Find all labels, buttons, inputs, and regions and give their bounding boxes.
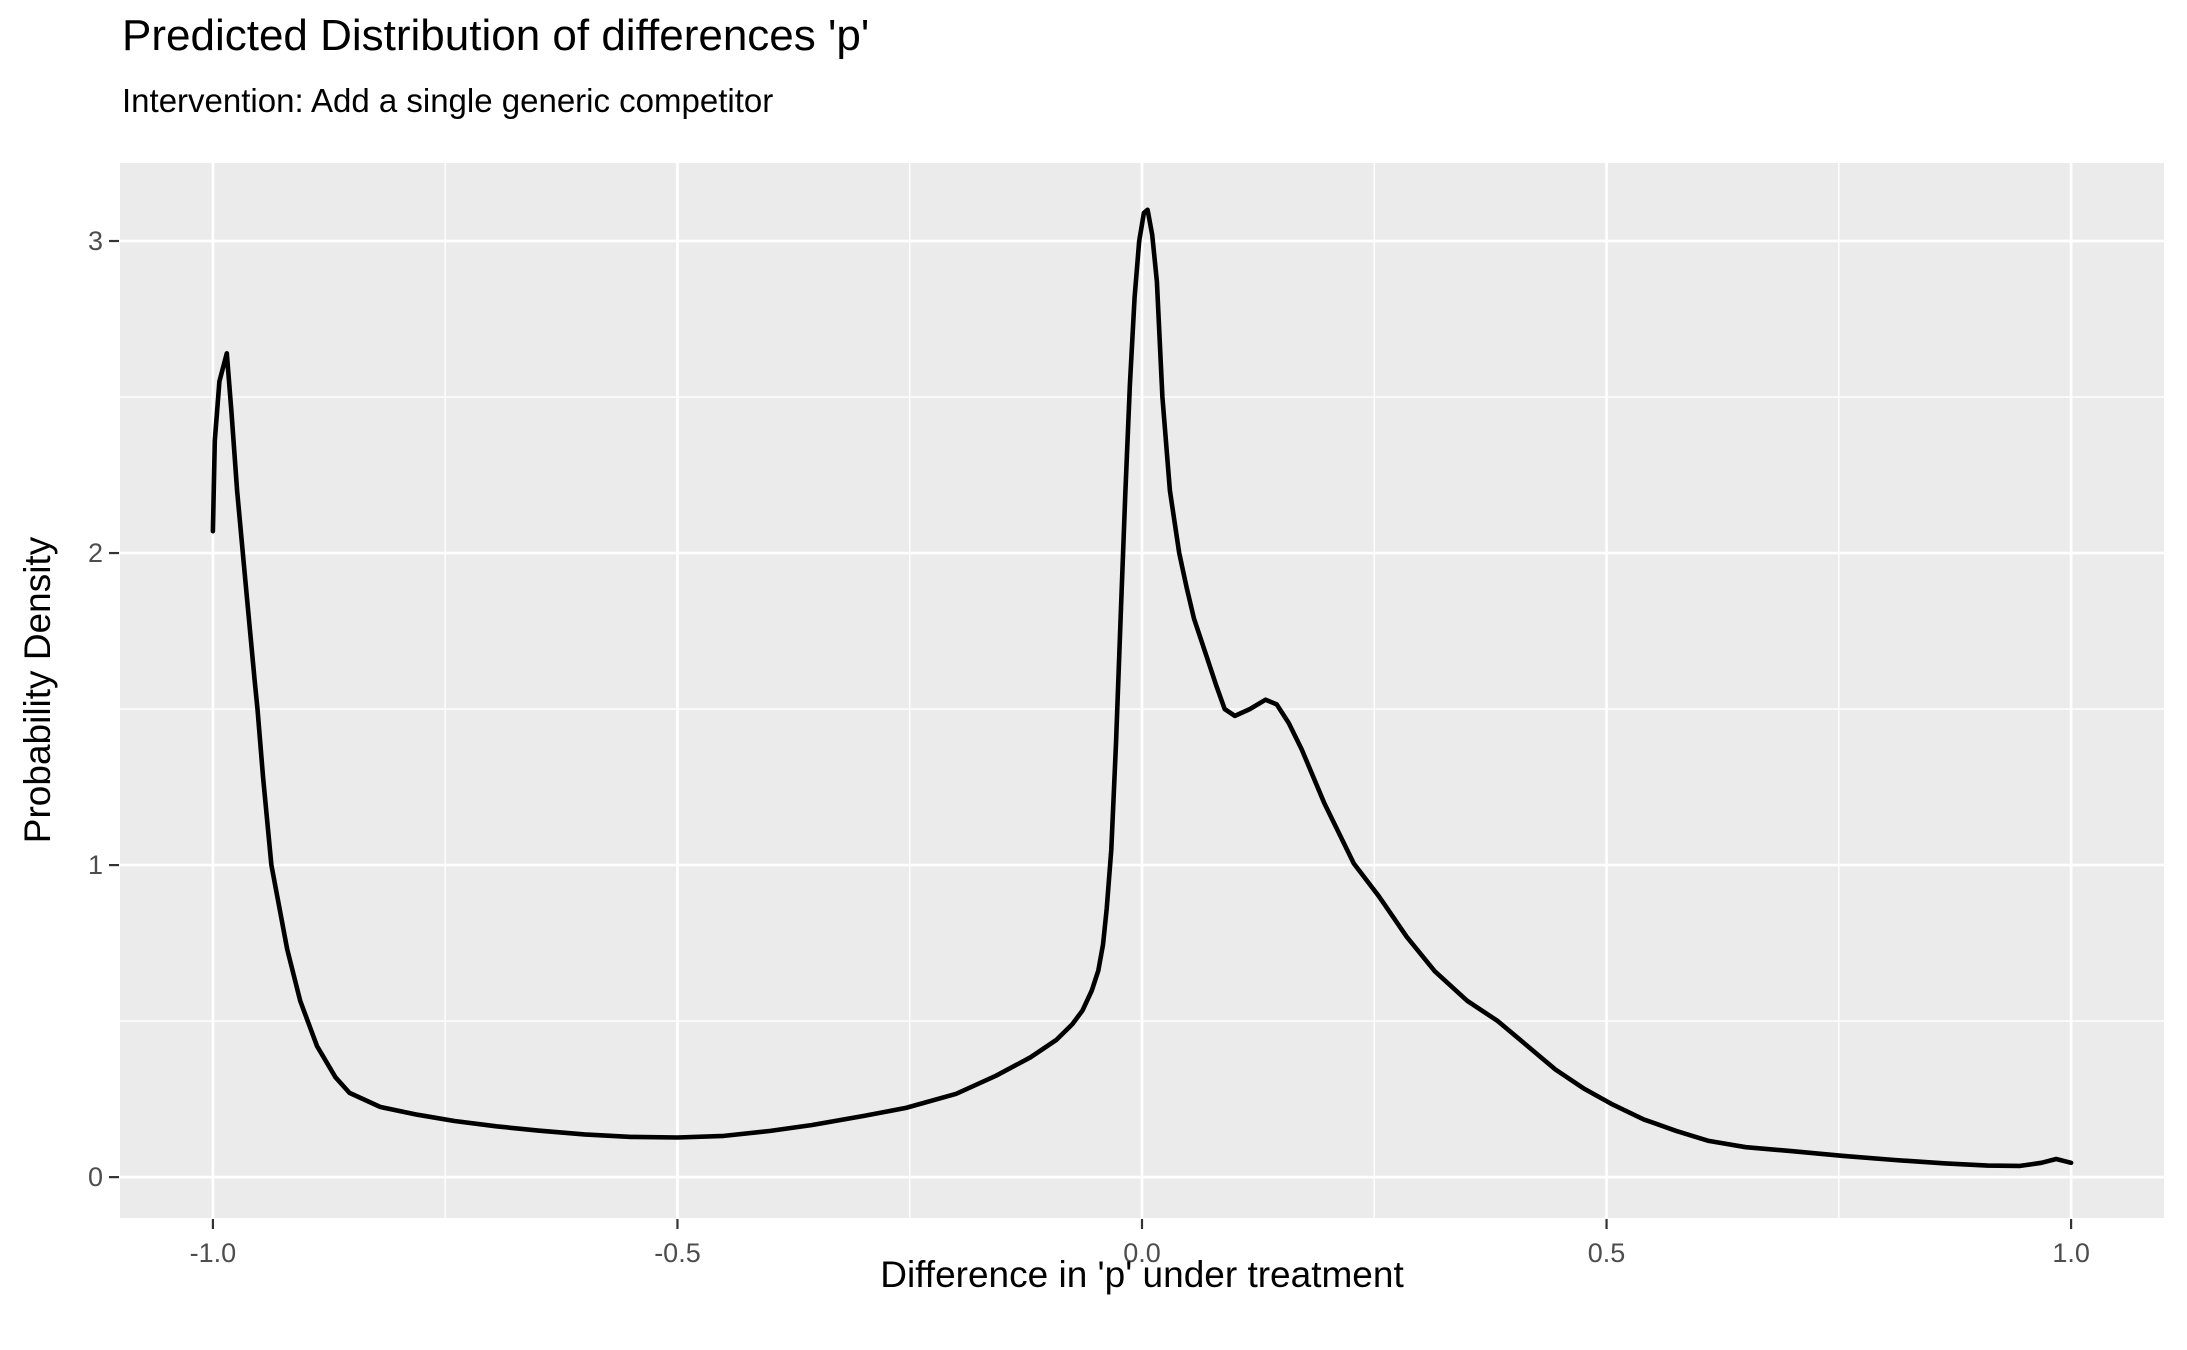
x-tick-label: 1.0 [2052,1238,2090,1268]
y-tick-label: 1 [88,850,103,880]
x-tick-label: -1.0 [190,1238,237,1268]
density-curve [210,207,2074,1169]
y-tick-label: 0 [88,1162,103,1192]
x-axis-title: Difference in 'p' under treatment [880,1254,1404,1295]
x-tick-label: 0.5 [1588,1238,1626,1268]
y-tick-label: 3 [88,226,103,256]
plot-subtitle: Intervention: Add a single generic compe… [122,82,774,119]
x-tick-label: 0.0 [1123,1238,1161,1268]
x-tick-label: -0.5 [654,1238,701,1268]
y-axis-title: Probability Density [17,536,58,844]
plot-title: Predicted Distribution of differences 'p… [122,11,870,60]
y-tick-label: 2 [88,538,103,568]
